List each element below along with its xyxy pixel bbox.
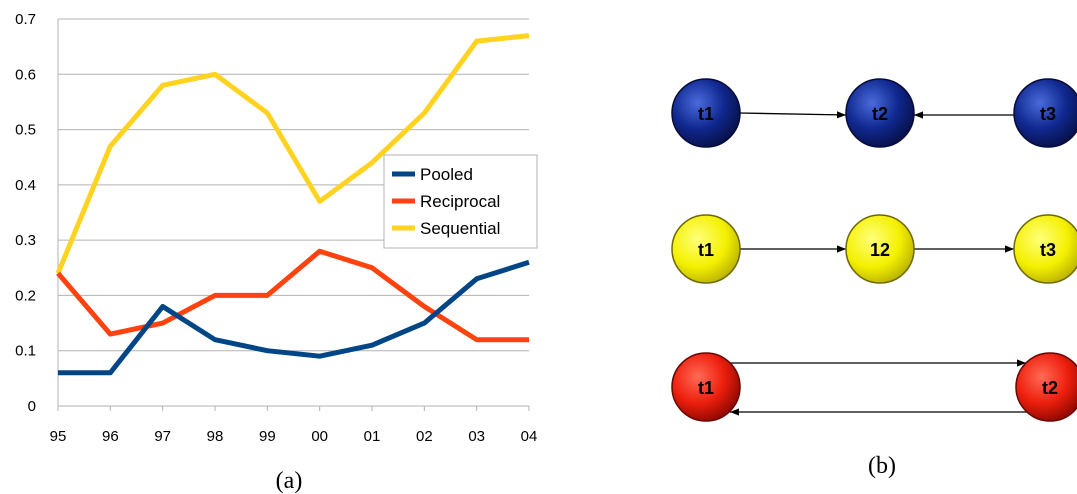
node-blue-0: t1 xyxy=(671,78,741,148)
x-tick-label: 00 xyxy=(311,428,328,445)
edge-t1-to-t2 xyxy=(739,111,847,119)
node-circle xyxy=(845,78,915,148)
node-label: t1 xyxy=(698,378,714,398)
node-yellow-0: t1 xyxy=(671,214,741,284)
x-tick-label: 98 xyxy=(207,428,224,445)
node-circle xyxy=(671,352,741,422)
node-blue-1: t2 xyxy=(845,78,915,148)
node-circle xyxy=(1013,78,1077,148)
y-tick-label: 0.1 xyxy=(15,343,36,360)
y-tick-label: 0.6 xyxy=(15,66,36,83)
y-tick-label: 0.3 xyxy=(15,232,36,249)
legend-label-pooled: Pooled xyxy=(420,165,473,184)
node-circle xyxy=(671,78,741,148)
node-circle xyxy=(1015,352,1077,422)
x-tick-label: 95 xyxy=(50,428,67,445)
node-label: t3 xyxy=(1040,104,1056,124)
node-circle xyxy=(671,214,741,284)
x-tick-labels: 95 96 97 98 99 00 01 02 03 04 xyxy=(50,428,538,445)
diagram-caption: (b) xyxy=(868,453,896,479)
node-label: t2 xyxy=(872,104,888,124)
y-tick-labels: 0 0.1 0.2 0.3 0.4 0.5 0.6 0.7 xyxy=(15,11,36,415)
node-blue-2: t3 xyxy=(1013,78,1077,148)
node-label: t1 xyxy=(698,240,714,260)
node-yellow-2: t3 xyxy=(1013,214,1077,284)
x-tick-label: 02 xyxy=(416,428,433,445)
series-line-sequential xyxy=(55,33,530,275)
chart-caption: (a) xyxy=(276,468,303,494)
node-label: t1 xyxy=(698,104,714,124)
y-tick-label: 0.2 xyxy=(15,287,36,304)
x-tick-label: 04 xyxy=(521,428,538,445)
node-circle xyxy=(845,214,915,284)
y-tick-label: 0.5 xyxy=(15,122,36,139)
node-label: 12 xyxy=(870,240,890,260)
legend: Pooled Reciprocal Sequential xyxy=(383,154,538,249)
x-tick-label: 97 xyxy=(154,428,171,445)
node-label: t3 xyxy=(1040,240,1056,260)
node-red-0: t1 xyxy=(671,352,741,422)
y-tick-label: 0 xyxy=(28,398,36,415)
series-lines xyxy=(55,33,530,376)
line-chart: 0 0.1 0.2 0.3 0.4 0.5 0.6 0.7 95 96 97 98 99 00 01 02 0… xyxy=(15,11,538,494)
x-tick-label: 96 xyxy=(102,428,119,445)
series-line-reciprocal xyxy=(56,248,529,343)
diagram-nodes: t1 t2 t3 t1 12 t3 t1 t2 xyxy=(671,78,1077,422)
node-circle xyxy=(1013,214,1077,284)
x-tick-label: 03 xyxy=(468,428,485,445)
x-tick-label: 01 xyxy=(364,428,381,445)
y-tick-label: 0.4 xyxy=(15,177,36,194)
node-label: t2 xyxy=(1042,378,1058,398)
legend-label-reciprocal: Reciprocal xyxy=(420,192,500,211)
y-tick-label: 0.7 xyxy=(15,11,36,28)
grid-lines xyxy=(58,18,529,407)
series-line-pooled xyxy=(58,259,530,376)
chart-axes xyxy=(57,19,530,411)
x-tick-label: 99 xyxy=(259,428,276,445)
legend-label-sequential: Sequential xyxy=(420,219,500,238)
node-yellow-1: 12 xyxy=(845,214,915,284)
interdependence-diagram: t1 t2 t3 t1 12 t3 t1 t2 (b) xyxy=(671,78,1077,479)
diagram-edges xyxy=(712,111,1044,416)
node-red-1: t2 xyxy=(1015,352,1077,422)
